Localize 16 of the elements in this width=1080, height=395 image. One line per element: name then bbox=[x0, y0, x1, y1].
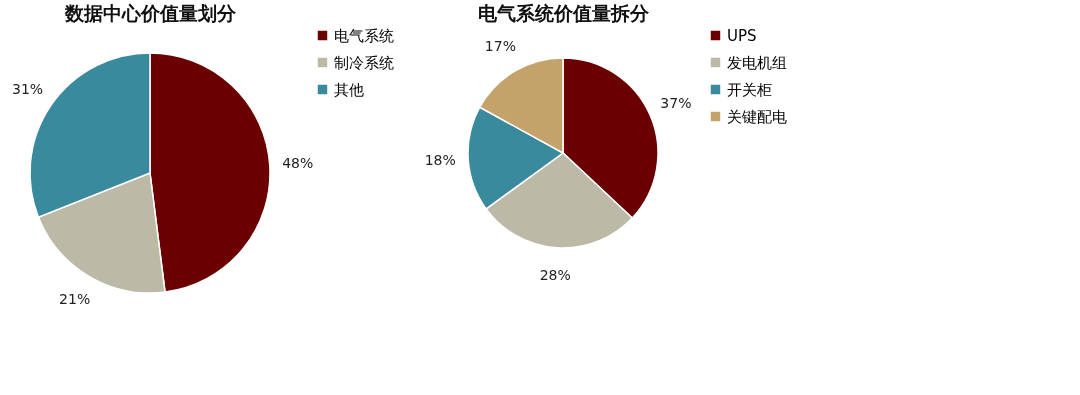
legend-label: UPS bbox=[727, 26, 757, 45]
legend-label: 其他 bbox=[334, 80, 364, 99]
chart-title: 数据中心价值量划分 bbox=[63, 2, 237, 24]
data-label: 28% bbox=[539, 266, 571, 283]
legend-label: 发电机组 bbox=[727, 53, 787, 72]
data-label: 31% bbox=[12, 80, 44, 97]
data-label: 21% bbox=[59, 291, 91, 308]
legend-label: 电气系统 bbox=[334, 26, 394, 45]
chart-title: 电气系统价值量拆分 bbox=[477, 2, 650, 24]
data-label: 17% bbox=[484, 38, 516, 55]
legend-label: 开关柜 bbox=[727, 80, 772, 99]
data-label: 48% bbox=[282, 154, 314, 171]
legend-label: 关键配电 bbox=[727, 107, 787, 126]
data-label: 37% bbox=[660, 95, 692, 112]
legend-label: 制冷系统 bbox=[334, 53, 394, 72]
data-label: 18% bbox=[424, 151, 456, 168]
